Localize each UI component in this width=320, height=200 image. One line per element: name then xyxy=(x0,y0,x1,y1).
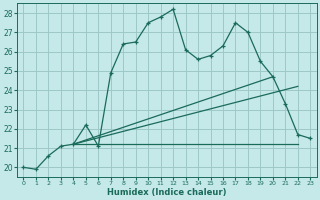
X-axis label: Humidex (Indice chaleur): Humidex (Indice chaleur) xyxy=(107,188,227,197)
